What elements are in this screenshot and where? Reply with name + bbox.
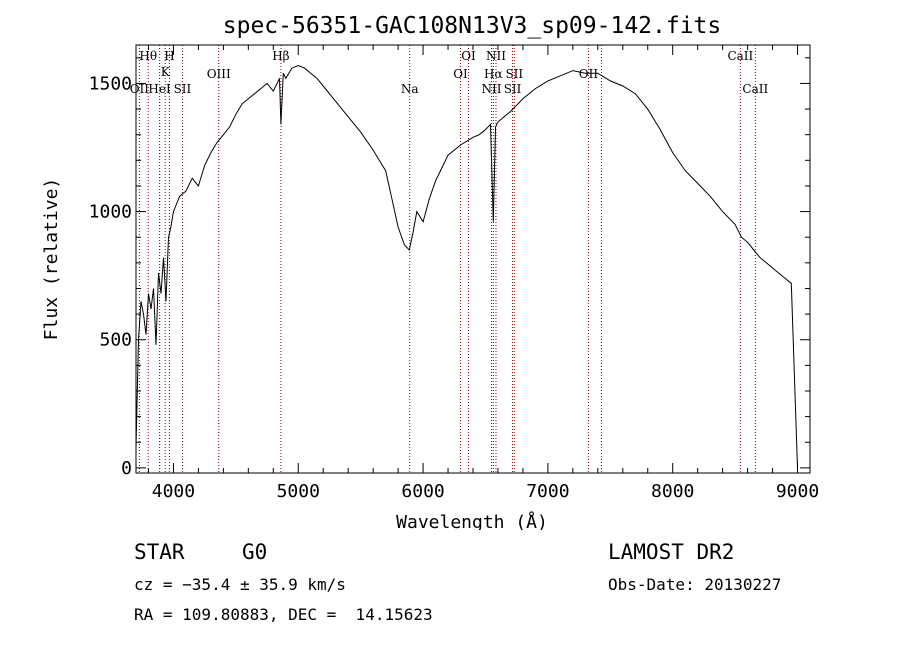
line-marker-label: K [161, 65, 171, 79]
object-type: STAR [134, 540, 185, 564]
y-axis: 0 500 1000 1500 [89, 57, 810, 479]
line-marker-label: SII [174, 82, 192, 96]
y-tick-label: 1000 [89, 202, 132, 223]
chart-title: spec-56351-GAC108N13V3_sp09-142.fits [223, 13, 722, 39]
survey-name: LAMOST DR2 [608, 540, 735, 564]
y-tick-label: 500 [99, 330, 132, 351]
line-marker-label: HeI [148, 82, 171, 96]
line-marker-label: SII [505, 67, 523, 81]
line-marker-label: Hα [484, 67, 503, 81]
x-tick-label: 6000 [401, 481, 444, 502]
x-axis: 4000 5000 6000 7000 8000 9000 [147, 45, 819, 502]
line-marker-label: NII [486, 49, 506, 63]
redshift-cz: cz = −35.4 ± 35.9 km/s [134, 575, 346, 594]
line-marker-label: OII [579, 67, 599, 81]
x-tick-label: 9000 [776, 481, 819, 502]
sky-coordinates: RA = 109.80883, DEC = 14.15623 [134, 605, 433, 624]
y-tick-label: 0 [121, 458, 132, 479]
line-marker-label: OI [461, 49, 476, 63]
x-tick-label: 8000 [651, 481, 694, 502]
plot-frame [135, 44, 811, 474]
line-marker-label: OIII [207, 67, 231, 81]
x-axis-label: Wavelength (Å) [396, 511, 548, 530]
line-marker-label: Hβ [272, 49, 289, 63]
line-marker-label: Hθ [139, 49, 157, 63]
subclass: G0 [242, 540, 268, 564]
observation-date: Obs-Date: 20130227 [608, 575, 782, 594]
line-marker-label: NII [481, 82, 501, 96]
line-marker-label: SII [504, 82, 522, 96]
line-marker-label: OI [453, 67, 468, 81]
x-tick-label: 7000 [526, 481, 569, 502]
y-axis-label: Flux (relative) [41, 178, 62, 341]
line-marker-label: CaII [727, 49, 753, 63]
x-tick-label: 4000 [152, 481, 195, 502]
line-marker-label: H [164, 49, 174, 63]
spectrum-chart: spec-56351-GAC108N13V3_sp09-142.fits Hθ O… [41, 13, 819, 530]
y-tick-label: 1500 [89, 73, 132, 94]
x-tick-label: 5000 [277, 481, 320, 502]
line-marker-label: CaII [742, 82, 768, 96]
line-marker-label: Na [401, 82, 419, 96]
spectrum-series-line [135, 64, 798, 468]
line-marker-label: OII [130, 82, 150, 96]
